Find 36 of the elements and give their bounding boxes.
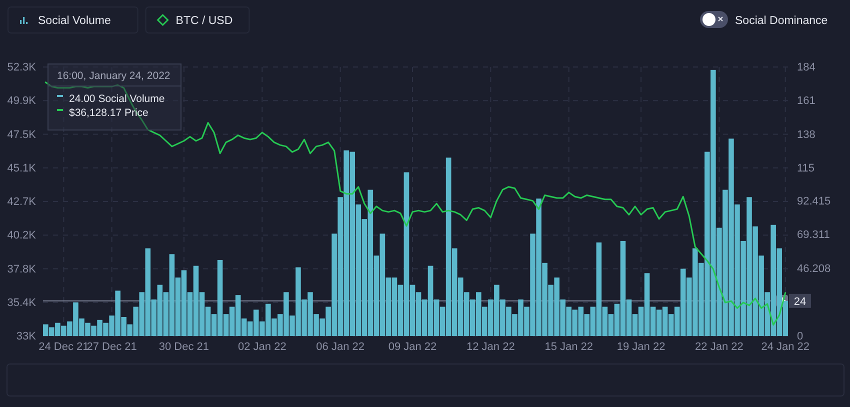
y2-tick-label: 69.311 xyxy=(797,229,830,242)
x-tick-label: 24 Jan 22 xyxy=(761,340,810,353)
y-tick-label: 42.7K xyxy=(7,196,37,208)
y-tick-label: 52.3K xyxy=(7,62,37,74)
x-tick-label: 27 Dec 21 xyxy=(86,340,137,353)
x-tick-label: 22 Jan 22 xyxy=(695,340,744,353)
y-tick-label: 37.8K xyxy=(7,263,37,276)
x-tick-label: 02 Jan 22 xyxy=(238,340,286,353)
text: Social Dominance xyxy=(735,15,828,27)
x-tick-label: 15 Jan 22 xyxy=(544,340,594,353)
x-tick-label: 09 Jan 22 xyxy=(388,340,437,353)
ref-line-label: 24 xyxy=(794,296,806,308)
legend-label: Social Volume xyxy=(38,15,111,27)
y-tick-label: 49.9K xyxy=(7,95,37,108)
annotation: 16:00, January 24, 2022 xyxy=(57,70,170,82)
y2-tick-label: 46.208 xyxy=(797,262,831,275)
y2-tick-label: 184 xyxy=(797,62,816,74)
annotation: 24.00 Social Volume xyxy=(69,93,165,105)
y2-tick-label: 0 xyxy=(797,330,804,343)
y2-tick-label: 138 xyxy=(797,128,816,141)
y2-tick-label: 115 xyxy=(797,162,815,174)
y-tick-label: 35.4K xyxy=(7,296,37,309)
y-tick-label: 45.1K xyxy=(7,162,37,174)
annotation: $36,128.17 Price xyxy=(69,107,149,119)
y-tick-label: 33K xyxy=(16,330,37,343)
y2-tick-label: 92.415 xyxy=(797,195,831,208)
x-tick-label: 06 Jan 22 xyxy=(316,340,364,353)
x-tick-label: 12 Jan 22 xyxy=(466,340,515,353)
x-tick-label: 19 Jan 22 xyxy=(616,340,666,353)
line-series xyxy=(44,82,786,326)
legend-label: BTC / USD xyxy=(176,15,233,27)
y2-tick-label: 161 xyxy=(797,95,816,108)
y-tick-label: 47.5K xyxy=(7,128,37,141)
x-tick-label: 24 Dec 21 xyxy=(38,340,89,353)
y-tick-label: 40.2K xyxy=(7,230,37,242)
x-tick-label: 30 Dec 21 xyxy=(158,340,210,353)
